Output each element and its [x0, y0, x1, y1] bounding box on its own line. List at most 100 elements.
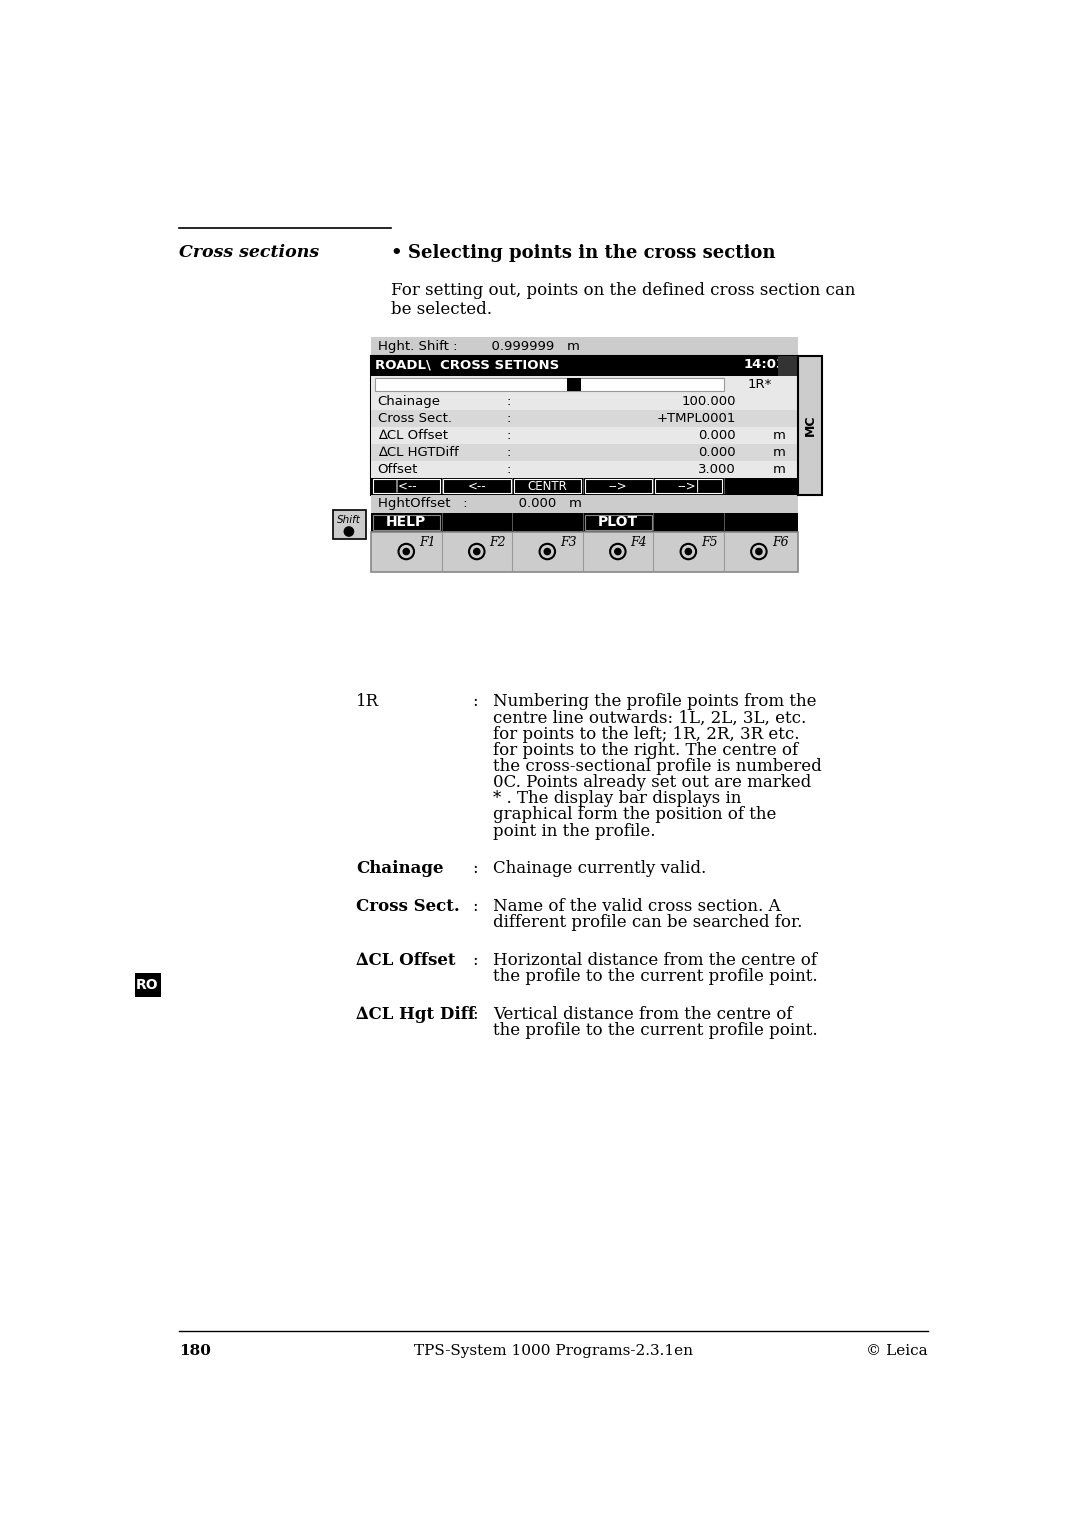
- Text: for points to the right. The centre of: for points to the right. The centre of: [494, 742, 798, 758]
- Bar: [372, 460, 798, 477]
- Text: Hght. Shift :        0.999999   m: Hght. Shift : 0.999999 m: [378, 339, 580, 353]
- Circle shape: [544, 549, 551, 555]
- Bar: [372, 477, 798, 494]
- Text: HghtOffset   :            0.000   m: HghtOffset : 0.000 m: [378, 497, 581, 509]
- Text: Vertical distance from the centre of: Vertical distance from the centre of: [494, 1006, 793, 1023]
- Text: centre line outwards: 1L, 2L, 3L, etc.: centre line outwards: 1L, 2L, 3L, etc.: [494, 709, 807, 726]
- Text: F2: F2: [489, 537, 507, 549]
- Text: -->: -->: [608, 480, 627, 492]
- Text: Chainage currently valid.: Chainage currently valid.: [494, 861, 706, 878]
- Text: :: :: [472, 1006, 477, 1023]
- Bar: [373, 515, 441, 531]
- Text: ∆CL HGTDiff: ∆CL HGTDiff: [378, 446, 458, 459]
- Bar: [372, 338, 798, 356]
- Text: TPS-System 1000 Programs-2.3.1en: TPS-System 1000 Programs-2.3.1en: [414, 1344, 693, 1358]
- Text: Name of the valid cross section. A: Name of the valid cross section. A: [494, 898, 781, 914]
- Text: the cross-sectional profile is numbered: the cross-sectional profile is numbered: [494, 758, 822, 775]
- Bar: [375, 378, 724, 390]
- Text: different profile can be searched for.: different profile can be searched for.: [494, 914, 802, 931]
- Bar: [779, 356, 798, 376]
- Bar: [514, 479, 581, 492]
- Bar: [584, 515, 652, 531]
- Text: +TMPL0001: +TMPL0001: [657, 413, 735, 425]
- Text: * . The display bar displays in: * . The display bar displays in: [494, 790, 742, 807]
- Bar: [372, 443, 798, 460]
- Bar: [135, 972, 161, 997]
- Text: F4: F4: [631, 537, 647, 549]
- Text: Horizontal distance from the centre of: Horizontal distance from the centre of: [494, 953, 818, 969]
- Text: ∆CL Offset: ∆CL Offset: [356, 953, 456, 969]
- Bar: [333, 511, 366, 540]
- Text: 180: 180: [179, 1344, 211, 1358]
- Text: Numbering the profile points from the: Numbering the profile points from the: [494, 693, 816, 709]
- Text: :: :: [507, 413, 511, 425]
- Text: For setting out, points on the defined cross section can: For setting out, points on the defined c…: [391, 281, 855, 300]
- Text: F5: F5: [701, 537, 718, 549]
- Text: 1R*: 1R*: [747, 378, 771, 391]
- Bar: [656, 479, 723, 492]
- Circle shape: [756, 549, 762, 555]
- Text: |<--: |<--: [395, 480, 418, 492]
- Text: ∆CL Hgt Diff: ∆CL Hgt Diff: [356, 1006, 475, 1023]
- Text: graphical form the position of the: graphical form the position of the: [494, 806, 777, 824]
- Text: F1: F1: [419, 537, 435, 549]
- Text: F3: F3: [561, 537, 577, 549]
- Text: RO: RO: [136, 979, 159, 992]
- Bar: [372, 532, 798, 572]
- Bar: [372, 356, 798, 494]
- Bar: [372, 356, 798, 376]
- Text: ROADL\  CROSS SETIONS: ROADL\ CROSS SETIONS: [375, 358, 559, 372]
- Text: m: m: [773, 463, 786, 476]
- Text: 0C. Points already set out are marked: 0C. Points already set out are marked: [494, 774, 811, 790]
- Text: :: :: [472, 953, 477, 969]
- Text: :: :: [507, 446, 511, 459]
- Text: 1R: 1R: [356, 693, 379, 709]
- Text: ∆CL Offset: ∆CL Offset: [378, 430, 447, 442]
- Text: -->|: -->|: [677, 480, 700, 492]
- Text: <--: <--: [468, 480, 486, 492]
- Text: :: :: [472, 861, 477, 878]
- Text: :: :: [507, 430, 511, 442]
- Bar: [372, 376, 798, 393]
- Bar: [372, 514, 798, 532]
- Bar: [373, 479, 441, 492]
- Circle shape: [345, 528, 353, 537]
- Text: Cross Sect.: Cross Sect.: [378, 413, 451, 425]
- Text: the profile to the current profile point.: the profile to the current profile point…: [494, 1021, 818, 1040]
- Text: :: :: [507, 463, 511, 476]
- Bar: [372, 393, 798, 410]
- Text: 0.000: 0.000: [698, 430, 735, 442]
- Text: 14:03: 14:03: [743, 358, 785, 372]
- Text: for points to the left; 1R, 2R, 3R etc.: for points to the left; 1R, 2R, 3R etc.: [494, 726, 799, 743]
- Text: Chainage: Chainage: [356, 861, 444, 878]
- Circle shape: [615, 549, 621, 555]
- Text: :: :: [472, 693, 477, 709]
- Text: •: •: [391, 243, 403, 261]
- Text: Selecting points in the cross section: Selecting points in the cross section: [408, 243, 775, 261]
- Text: Shift: Shift: [337, 515, 361, 524]
- Text: F6: F6: [772, 537, 788, 549]
- Circle shape: [685, 549, 691, 555]
- Text: © Leica: © Leica: [866, 1344, 928, 1358]
- Text: CENTR: CENTR: [527, 480, 567, 492]
- Bar: [584, 479, 652, 492]
- Bar: [372, 427, 798, 443]
- Text: PLOT: PLOT: [597, 515, 638, 529]
- Text: 100.000: 100.000: [681, 394, 735, 408]
- Text: be selected.: be selected.: [391, 301, 491, 318]
- Text: m: m: [773, 446, 786, 459]
- Bar: [798, 356, 823, 494]
- Bar: [372, 410, 798, 427]
- Bar: [444, 479, 511, 492]
- Bar: [372, 494, 798, 514]
- Text: Cross sections: Cross sections: [179, 243, 320, 260]
- Text: :: :: [472, 898, 477, 914]
- Text: Offset: Offset: [378, 463, 418, 476]
- Text: m: m: [773, 430, 786, 442]
- Text: :: :: [507, 394, 511, 408]
- Text: HELP: HELP: [387, 515, 427, 529]
- Text: 3.000: 3.000: [698, 463, 735, 476]
- Bar: [567, 378, 581, 390]
- Text: MC: MC: [804, 414, 816, 436]
- Text: Cross Sect.: Cross Sect.: [356, 898, 460, 914]
